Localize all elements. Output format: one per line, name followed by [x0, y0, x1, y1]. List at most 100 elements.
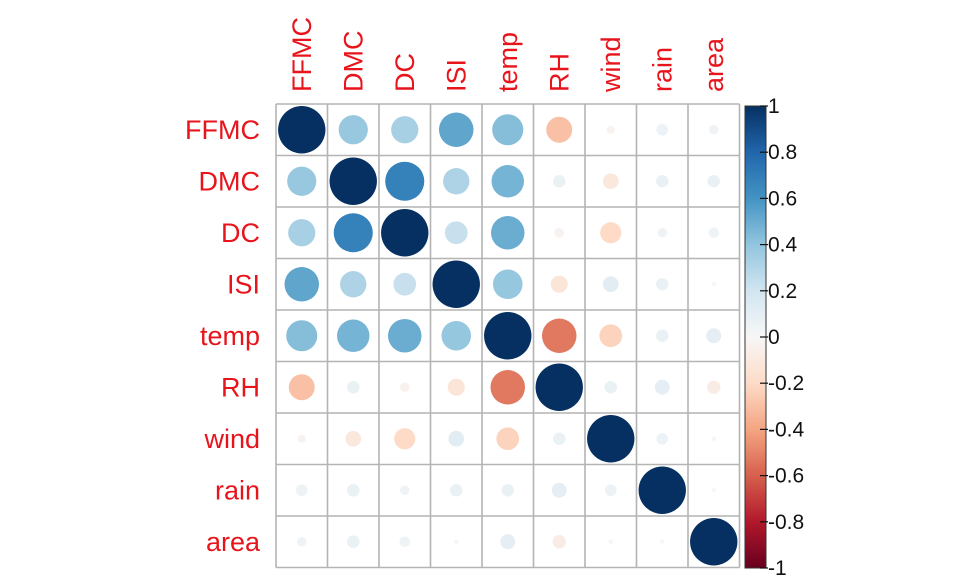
corr-circle-wind-dc: [394, 428, 416, 450]
row-label-area: area: [206, 527, 261, 557]
row-label-temp: temp: [200, 321, 260, 351]
column-label-ffmc: FFMC: [287, 17, 317, 92]
corr-circle-ffmc-rain: [656, 123, 669, 136]
column-label-temp: temp: [493, 32, 523, 92]
corr-circle-ffmc-area: [709, 125, 719, 135]
corr-circle-wind-wind: [587, 415, 635, 463]
corr-circle-wind-dmc: [345, 430, 362, 447]
corr-circle-rh-dmc: [346, 380, 360, 394]
corr-circle-area-isi: [453, 539, 459, 545]
corr-circle-ffmc-temp: [492, 114, 524, 146]
corr-circle-temp-wind: [599, 324, 623, 348]
corr-circle-dmc-isi: [443, 168, 470, 195]
row-label-dmc: DMC: [199, 166, 261, 196]
correlation-circles: [278, 106, 738, 566]
corr-circle-area-dc: [399, 536, 411, 548]
row-label-wind: wind: [203, 424, 260, 454]
corr-circle-isi-dc: [393, 272, 417, 296]
row-labels: FFMC DMC DC ISI temp RH wind rain area: [185, 115, 261, 557]
corr-circle-wind-area: [711, 436, 717, 442]
corr-circle-isi-ffmc: [284, 267, 319, 302]
corr-circle-rh-dc: [400, 382, 410, 392]
corr-circle-temp-rh: [542, 318, 577, 353]
colorbar-tick-label: 1: [768, 95, 780, 118]
corr-circle-dmc-wind: [602, 173, 619, 190]
colorbar: 1 0.8 0.6 0.4 0.2 0 -0.2 -0.4 -0.6 -0.8 -1: [744, 95, 805, 580]
corr-circle-dmc-temp: [491, 165, 524, 198]
corr-circle-area-rh: [552, 535, 566, 549]
corr-circle-dmc-rh: [552, 174, 566, 188]
corr-circle-area-temp: [500, 534, 516, 550]
corr-circle-rh-ffmc: [288, 374, 315, 401]
colorbar-tick-label: 0.2: [768, 280, 797, 303]
colorbar-tick-label: 0: [768, 326, 780, 349]
corr-circle-rain-dmc: [346, 483, 360, 497]
corr-circle-isi-rh: [550, 275, 568, 293]
colorbar-tick-label: -0.8: [768, 511, 804, 534]
colorbar-tick-label: 0.6: [768, 187, 797, 210]
corr-circle-wind-temp: [496, 427, 520, 451]
corr-circle-dmc-dmc: [329, 157, 377, 205]
row-label-rh: RH: [221, 372, 260, 402]
corr-circle-rain-wind: [604, 484, 617, 497]
corr-circle-dmc-ffmc: [287, 166, 317, 196]
corr-circle-wind-rain: [656, 432, 669, 445]
row-label-rain: rain: [215, 475, 260, 505]
corr-circle-ffmc-dmc: [338, 115, 368, 145]
corr-circle-dc-dc: [381, 209, 429, 257]
column-label-rh: RH: [544, 53, 574, 92]
corr-circle-rh-area: [707, 380, 721, 394]
corr-circle-temp-area: [706, 328, 722, 344]
corr-circle-dmc-dc: [385, 161, 425, 201]
corr-circle-ffmc-rh: [546, 116, 573, 143]
corr-circle-wind-isi: [448, 430, 465, 447]
corr-circle-area-rain: [659, 539, 665, 545]
corr-circle-dc-area: [708, 227, 720, 239]
corr-circle-isi-area: [711, 281, 717, 287]
corr-circle-area-ffmc: [297, 537, 307, 547]
corr-circle-isi-rain: [655, 277, 669, 291]
column-label-dc: DC: [390, 53, 420, 92]
corr-circle-dc-rain: [657, 228, 667, 238]
corr-circle-rh-rh: [535, 363, 583, 411]
corr-circle-ffmc-isi: [439, 112, 474, 147]
corr-circle-dmc-rain: [655, 174, 669, 188]
column-label-wind: wind: [596, 36, 626, 93]
corr-circle-wind-rh: [552, 432, 566, 446]
corr-circle-area-dmc: [346, 535, 360, 549]
corr-circle-isi-temp: [492, 269, 523, 300]
corr-circle-rh-isi: [447, 378, 465, 396]
corr-circle-area-wind: [608, 539, 614, 545]
corr-circle-ffmc-dc: [391, 116, 419, 144]
corr-circle-temp-dmc: [337, 319, 370, 352]
corr-circle-rain-dc: [400, 485, 410, 495]
corr-circle-isi-isi: [432, 260, 480, 308]
column-label-rain: rain: [647, 47, 677, 92]
corr-circle-temp-rain: [655, 329, 669, 343]
corr-circle-dc-ffmc: [288, 219, 316, 247]
corr-circle-dmc-area: [707, 174, 721, 188]
corr-circle-dc-rh: [554, 228, 564, 238]
column-label-isi: ISI: [441, 59, 471, 92]
colorbar-tick-label: 0.4: [768, 234, 798, 257]
corr-circle-rh-wind: [604, 380, 618, 394]
corr-circle-rain-rain: [638, 466, 686, 514]
corr-circle-isi-wind: [602, 276, 619, 293]
grid-lines: [275, 103, 741, 569]
row-label-isi: ISI: [227, 269, 260, 299]
corr-circle-temp-isi: [441, 320, 472, 351]
corr-circle-wind-ffmc: [297, 434, 306, 443]
corr-circle-dc-dmc: [333, 213, 373, 253]
corr-circle-dc-temp: [491, 216, 525, 250]
column-label-dmc: DMC: [338, 31, 368, 93]
corr-circle-temp-ffmc: [286, 320, 318, 352]
corr-circle-rain-rh: [551, 482, 567, 498]
corr-circle-ffmc-ffmc: [278, 106, 326, 154]
row-label-ffmc: FFMC: [185, 115, 260, 145]
corr-circle-rain-area: [711, 487, 717, 493]
corr-circle-area-area: [690, 518, 738, 566]
colorbar-tick-label: 0.8: [768, 141, 797, 164]
colorbar-tick-label: -0.2: [768, 372, 804, 395]
corr-circle-temp-temp: [484, 312, 532, 360]
